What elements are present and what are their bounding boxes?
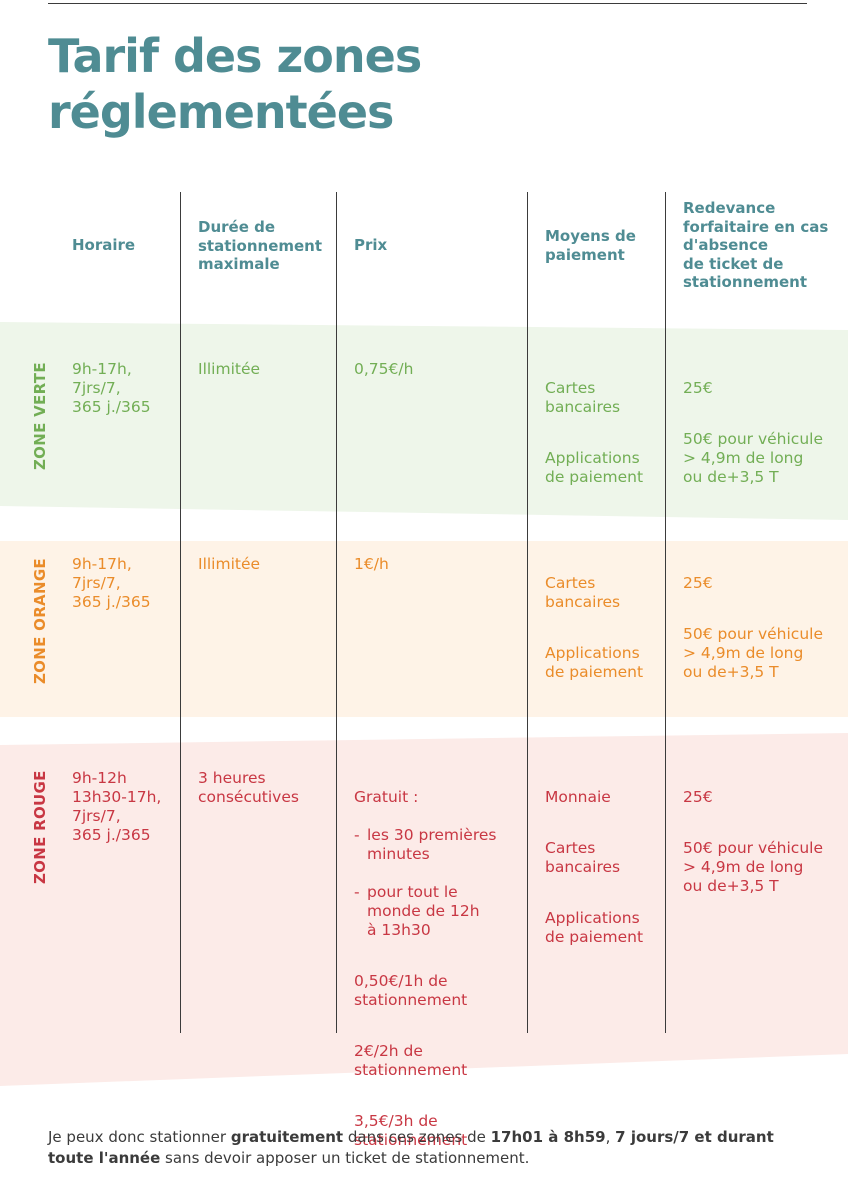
prix-gratuit-item: - pour tout le monde de 12h à 13h30 (354, 883, 524, 940)
zone-orange-prix: 1€/h (354, 555, 389, 573)
prix-gratuit-item: - les 30 premières minutes (354, 826, 524, 864)
zone-rouge-prix: Gratuit : - les 30 premières minutes - pou… (354, 769, 524, 1182)
payment-method: Applications de paiement (545, 449, 644, 486)
zone-rouge-label: ZONE ROUGE (31, 770, 49, 884)
zone-orange-moyens: Cartes bancaires Applications de paiemen… (545, 555, 643, 714)
header-duree: Durée de stationnement maximale (198, 218, 323, 273)
header-moyens: Moyens de paiement (545, 227, 636, 264)
prix-tarif: 2€/2h de stationnement (354, 1042, 468, 1079)
payment-method: Applications de paiement (545, 644, 644, 681)
zone-verte-band (0, 322, 848, 520)
zone-verte-moyens: Cartes bancaires Applications de paiemen… (545, 360, 643, 519)
zone-rouge-duree: 3 heures consécutives (198, 769, 299, 806)
top-divider (48, 3, 807, 4)
redevance-amount: 25€ (683, 379, 713, 397)
prix-gratuit-text: les 30 premières minutes (367, 826, 497, 863)
redevance-amount: 25€ (683, 574, 713, 592)
column-divider (336, 192, 337, 1033)
header-redevance: Redevance forfaitaire en cas d'absence d… (683, 199, 829, 291)
payment-method: Applications de paiement (545, 909, 644, 946)
footer-bold: 7 jours/7 et durant toute l'année (48, 1128, 774, 1167)
column-divider (527, 192, 528, 1033)
payment-method: Monnaie (545, 788, 611, 806)
prix-tarif: 3,5€/3h de stationnement (354, 1112, 468, 1149)
zone-orange-label: ZONE ORANGE (31, 558, 49, 684)
footer-text: , (605, 1128, 616, 1146)
zone-verte-duree: Illimitée (198, 360, 261, 378)
zone-rouge-band (0, 733, 848, 1086)
footer-text: sans devoir apposer un ticket de station… (160, 1149, 530, 1167)
payment-method: Cartes bancaires (545, 574, 621, 611)
zone-orange-band (0, 541, 848, 717)
redevance-amount: 25€ (683, 788, 713, 806)
header-prix: Prix (354, 236, 388, 254)
payment-method: Cartes bancaires (545, 379, 621, 416)
footer-text: Je peux donc stationner (48, 1128, 231, 1146)
header-horaire: Horaire (72, 236, 136, 254)
footer-text: dans ces zones de (343, 1128, 491, 1146)
zone-rouge-moyens: Monnaie Cartes bancaires Applications de… (545, 769, 643, 979)
prix-gratuit-label: Gratuit : (354, 788, 419, 806)
zone-orange-horaire: 9h-17h, 7jrs/7, 365 j./365 (72, 555, 151, 611)
dash-bullet: - (354, 826, 360, 844)
prix-gratuit-text: pour tout le monde de 12h à 13h30 (367, 883, 480, 939)
zone-verte-prix: 0,75€/h (354, 360, 414, 378)
zone-orange-duree: Illimitée (198, 555, 261, 573)
prix-tarif: 0,50€/1h de stationnement (354, 972, 468, 1009)
redevance-condition: 50€ pour véhicule > 4,9m de long ou de+3… (683, 430, 823, 486)
column-divider (180, 192, 181, 1033)
zone-orange-redevance: 25€ 50€ pour véhicule > 4,9m de long ou … (683, 555, 823, 714)
footer-note: Je peux donc stationner gratuitement dan… (48, 1127, 818, 1169)
column-divider (665, 192, 666, 1033)
zone-rouge-horaire: 9h-12h 13h30-17h, 7jrs/7, 365 j./365 (72, 769, 162, 844)
dash-bullet: - (354, 883, 360, 901)
footer-bold: 17h01 à 8h59 (490, 1128, 606, 1146)
page-title: Tarif des zones réglementées (48, 29, 422, 139)
redevance-condition: 50€ pour véhicule > 4,9m de long ou de+3… (683, 839, 823, 895)
redevance-condition: 50€ pour véhicule > 4,9m de long ou de+3… (683, 625, 823, 681)
zone-verte-horaire: 9h-17h, 7jrs/7, 365 j./365 (72, 360, 151, 416)
footer-bold: gratuitement (230, 1128, 344, 1146)
payment-method: Cartes bancaires (545, 839, 621, 876)
zone-verte-redevance: 25€ 50€ pour véhicule > 4,9m de long ou … (683, 360, 823, 519)
zone-rouge-redevance: 25€ 50€ pour véhicule > 4,9m de long ou … (683, 769, 823, 928)
zone-verte-label: ZONE VERTE (31, 362, 49, 470)
